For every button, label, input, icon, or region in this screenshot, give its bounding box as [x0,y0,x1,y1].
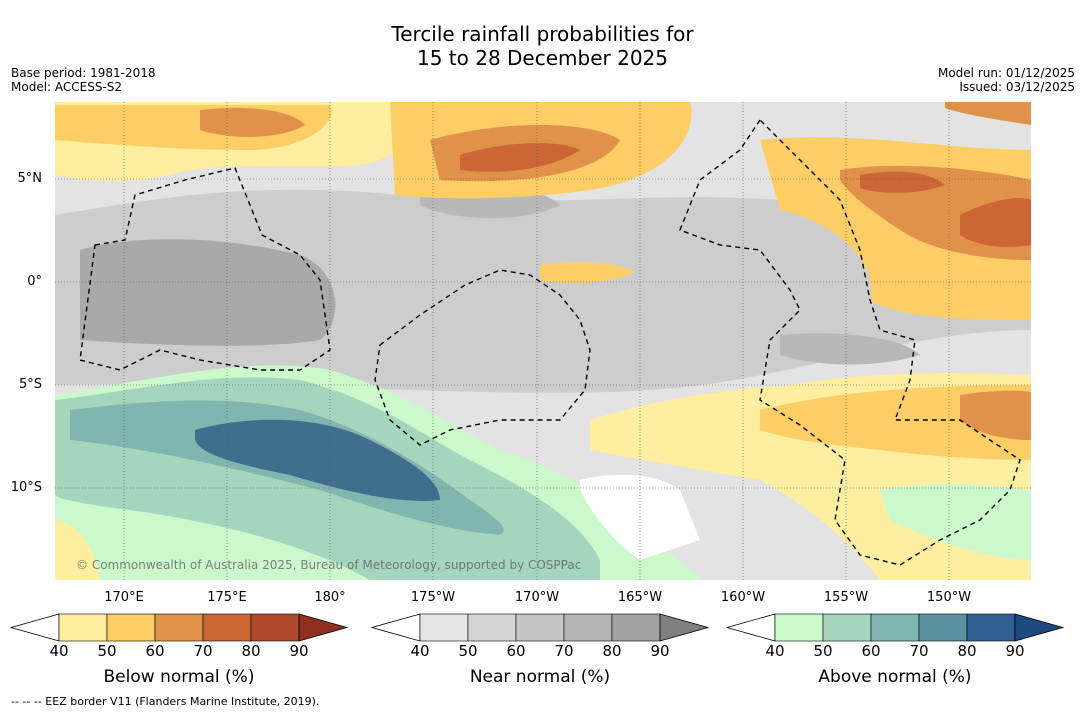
colorbar-3-high-extend [1014,613,1065,642]
below-normal-70-nc [460,143,580,172]
model-run-text: Model run: 01/12/2025 [937,66,1075,80]
colorbar-2-segment [611,613,661,642]
colorbar-1-segment [58,613,108,642]
colorbar-1-segment [202,613,252,642]
title-line-2: 15 to 28 December 2025 [416,46,668,70]
lat-label-10s: 10°S [10,480,42,495]
below-normal-50-eq [540,262,635,284]
meta-right: Model run: 01/12/2025 Issued: 03/12/2025 [938,66,1075,94]
colorbar-3-tick: 40 [765,642,785,660]
gridlines [55,102,1031,580]
colorbar-2-segment [419,613,469,642]
lon-label-170w: 170°W [514,590,560,605]
lon-label-165w: 165°W [617,590,663,605]
colorbar-1-tick: 40 [49,642,69,660]
colorbar-3-low-extend [725,613,776,642]
colorbar-2-high-extend [659,613,710,642]
eez-legend-note: -- -- -- EEZ border V11 (Flanders Marine… [11,695,320,708]
colorbar-near-normal [370,613,710,642]
colorbar-3-tick: 60 [861,642,881,660]
colorbar-above-normal [725,613,1065,642]
colorbar-2-segment [467,613,517,642]
colorbar-1-high-extend [298,613,349,642]
colorbar-3-segment [774,613,824,642]
eez-tokelau [374,269,591,446]
colorbar-3-tick: 70 [909,642,929,660]
colorbar-2-tick: 80 [602,642,622,660]
colorbar-3-segment [918,613,968,642]
above-normal-70 [195,419,440,501]
meta-left: Base period: 1981-2018 Model: ACCESS-S2 [11,66,156,94]
lat-label-5n: 5°N [17,171,43,186]
lon-label-175e: 175°E [207,590,247,605]
lon-label-170e: 170°E [104,590,144,605]
colorbar-1-segment [250,613,300,642]
above-normal-40-se [880,484,1031,560]
colorbar-3-tick: 50 [813,642,833,660]
base-period-text: Base period: 1981-2018 [11,66,156,80]
lat-label-0: 0° [27,274,42,289]
colorbar-2-title: Near normal (%) [469,667,611,687]
colorbar-1-low-extend [9,613,60,642]
below-normal-60-corner [945,102,1031,125]
colorbar-2-tick: 50 [458,642,478,660]
below-normal-70-ne-a [860,171,945,193]
issued-text: Issued: 03/12/2025 [959,80,1075,94]
colorbar-3-tick: 90 [1005,642,1025,660]
below-normal-60-se [960,390,1031,440]
colorbar-2-tick: 40 [410,642,430,660]
eez-kiribati-line [679,118,1021,566]
lon-label-160w: 160°W [720,590,766,605]
model-text: Model: ACCESS-S2 [11,80,123,94]
colorbar-2-low-extend [370,613,421,642]
colorbar-3-tick: 80 [957,642,977,660]
map-title: Tercile rainfall probabilities for 15 to… [0,22,1085,70]
colorbar-2-tick: 70 [554,642,574,660]
title-line-1: Tercile rainfall probabilities for [391,22,694,46]
below-normal-60-nw [200,107,305,137]
colorbar-1-tick: 50 [97,642,117,660]
colorbar-1-tick: 70 [193,642,213,660]
colorbar-1-tick: 60 [145,642,165,660]
colorbar-1-segment [154,613,204,642]
colorbar-1-tick: 80 [241,642,261,660]
lon-label-155w: 155°W [823,590,869,605]
colorbar-2-segment [515,613,565,642]
below-normal-70-ne-b [960,198,1031,247]
eez-tuvalu [79,167,331,371]
white-gap-a [580,474,700,560]
colorbar-1-tick: 90 [289,642,309,660]
eez-borders [79,118,1021,566]
colorbar-3-title: Above normal (%) [818,667,972,687]
colorbar-1-title: Below normal (%) [103,667,255,687]
colorbar-3-segment [870,613,920,642]
lon-label-150w: 150°W [926,590,972,605]
colorbar-3-segment [966,613,1016,642]
near-normal-60-b [780,333,920,365]
colorbar-2-segment [563,613,613,642]
lat-label-5s: 5°S [18,377,42,392]
copyright-watermark: © Commonwealth of Australia 2025, Bureau… [76,558,582,572]
lon-label-175w: 175°W [410,590,456,605]
colorbar-3-segment [822,613,872,642]
colorbar-below-normal [9,613,349,642]
colorbar-2-tick: 90 [650,642,670,660]
map-fields [55,102,1031,580]
colorbar-2-tick: 60 [506,642,526,660]
near-normal-70 [80,239,336,346]
lon-label-180: 180° [314,590,346,605]
below-normal-40-sw [55,520,100,580]
colorbar-1-segment [106,613,156,642]
